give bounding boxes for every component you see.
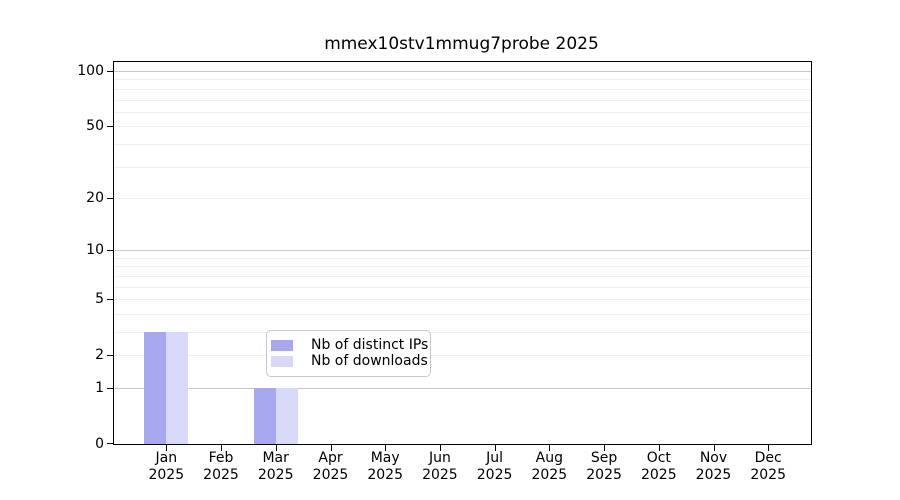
y-tick-1	[107, 388, 113, 389]
y-tick-50	[107, 126, 113, 128]
month-name: Jan	[155, 450, 178, 466]
month-name: Feb	[208, 450, 234, 466]
y-tick-100	[107, 71, 113, 72]
legend-label: Nb of distinct IPs	[311, 337, 429, 353]
y-tick-label-50: 50	[86, 118, 104, 135]
x-tick-sep	[604, 445, 606, 451]
x-tick-jan	[166, 445, 168, 451]
x-tick-aug	[549, 445, 551, 451]
gridline-minor-7	[114, 275, 811, 277]
month-year: 2025	[531, 467, 568, 483]
gridline-minor-90	[114, 79, 811, 81]
month-year: 2025	[586, 467, 622, 483]
month-name: Apr	[318, 450, 343, 466]
month-name: Mar	[262, 450, 289, 466]
x-tick-label-jan: Jan 2025	[131, 450, 201, 484]
month-name: Nov	[699, 450, 728, 466]
gridline-minor-3	[114, 332, 811, 333]
gridline-minor-2	[114, 355, 811, 357]
x-tick-feb	[221, 445, 222, 451]
gridline-major-1	[114, 388, 811, 389]
month-name: Aug	[535, 450, 563, 466]
x-tick-label-jul: Jul 2025	[460, 450, 530, 484]
gridline-minor-80	[114, 88, 811, 90]
x-tick-label-dec: Dec 2025	[733, 450, 803, 484]
month-year: 2025	[203, 467, 239, 483]
legend-row-distinct-ips: Nb of distinct IPs	[271, 338, 428, 353]
y-tick-label-0: 0	[95, 436, 104, 452]
x-tick-may	[385, 445, 387, 451]
month-year: 2025	[695, 467, 732, 483]
gridline-minor-60	[114, 111, 811, 113]
month-name: Dec	[754, 450, 782, 466]
month-year: 2025	[312, 467, 349, 483]
bar-downloads-jan	[166, 332, 189, 444]
y-tick-2	[107, 355, 113, 357]
gridline-minor-40	[114, 143, 811, 145]
y-tick-0	[107, 443, 113, 444]
legend-swatch-icon	[271, 340, 293, 351]
gridline-minor-30	[114, 166, 811, 168]
month-name: Sep	[590, 450, 618, 466]
month-name: Oct	[646, 450, 671, 466]
x-tick-nov	[713, 445, 715, 451]
y-tick-label-5: 5	[95, 291, 104, 308]
x-tick-apr	[330, 445, 332, 451]
legend: Nb of distinct IPs Nb of downloads	[266, 330, 431, 377]
x-tick-label-sep: Sep 2025	[569, 450, 639, 484]
gridline-minor-20	[114, 197, 811, 199]
x-tick-label-aug: Aug 2025	[514, 450, 584, 484]
legend-label: Nb of downloads	[311, 353, 428, 369]
legend-row-downloads: Nb of downloads	[271, 354, 428, 369]
gridline-minor-4	[114, 313, 811, 315]
month-year: 2025	[422, 467, 458, 483]
x-tick-mar	[275, 445, 277, 451]
x-tick-label-jun: Jun 2025	[405, 450, 475, 484]
y-tick-10	[107, 250, 113, 252]
gridline-minor-8	[114, 266, 811, 268]
bar-distinct-ips-jan	[144, 332, 167, 444]
x-tick-label-apr: Apr 2025	[296, 450, 366, 484]
x-tick-label-mar: Mar 2025	[241, 450, 311, 484]
y-tick-label-10: 10	[86, 242, 104, 259]
x-tick-label-nov: Nov 2025	[679, 450, 749, 484]
month-year: 2025	[640, 467, 677, 483]
legend-swatch-icon	[271, 356, 293, 367]
plot-area: 100 50 20 10 5 2 1 0 Jan 2025 Feb 2025 Mar 2025 Apr 202…	[77, 61, 812, 483]
month-name: May	[370, 450, 400, 466]
bar-distinct-ips-mar	[253, 388, 276, 444]
y-tick-5	[107, 299, 113, 301]
month-year: 2025	[476, 467, 513, 483]
month-year: 2025	[367, 467, 403, 483]
gridline-minor-9	[114, 257, 811, 259]
bar-downloads-mar	[275, 388, 298, 444]
month-year: 2025	[257, 467, 294, 483]
x-tick-dec	[768, 445, 770, 451]
x-tick-oct	[658, 445, 660, 451]
gridline-minor-5	[114, 299, 811, 301]
gridline-minor-70	[114, 99, 811, 101]
gridline-major-100	[114, 71, 811, 72]
month-name: Jun	[428, 450, 451, 466]
y-tick-label-1: 1	[95, 380, 104, 396]
chart-title: mmex10stv1mmug7probe 2025	[324, 34, 599, 54]
y-tick-label-20: 20	[86, 189, 104, 206]
gridline-major-10	[114, 250, 811, 252]
x-tick-label-feb: Feb 2025	[186, 450, 256, 484]
gridline-minor-6	[114, 286, 811, 288]
x-tick-label-oct: Oct 2025	[624, 450, 694, 484]
month-name: Jul	[486, 450, 504, 466]
x-tick-jun	[439, 445, 441, 451]
x-tick-label-may: May 2025	[350, 450, 420, 484]
x-tick-jul	[494, 445, 496, 451]
month-year: 2025	[148, 467, 185, 483]
y-tick-label-2: 2	[95, 347, 104, 364]
y-tick-20	[107, 197, 113, 199]
month-year: 2025	[750, 467, 786, 483]
gridline-minor-50	[114, 126, 811, 128]
y-tick-label-100: 100	[77, 63, 104, 79]
